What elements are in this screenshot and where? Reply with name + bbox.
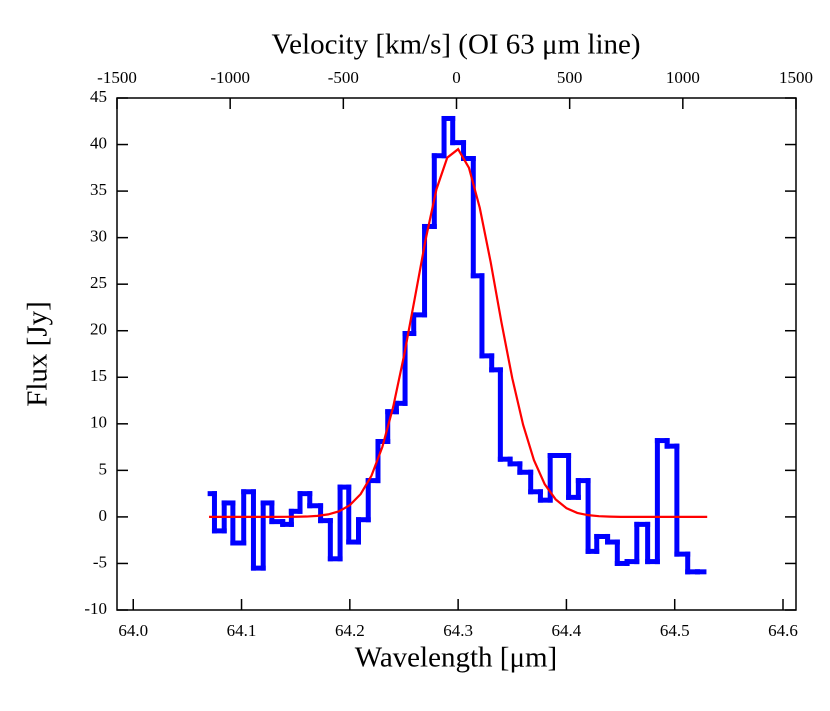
y-tick-label: 5 bbox=[99, 459, 108, 478]
top-axis-title: Velocity [km/s] (OI 63 μm line) bbox=[271, 29, 640, 61]
y-axis-title: Flux [Jy] bbox=[22, 301, 54, 407]
top-tick-label: 1000 bbox=[666, 68, 700, 87]
x-tick-label: 64.6 bbox=[768, 621, 798, 640]
y-tick-label: 0 bbox=[99, 506, 108, 525]
x-tick-label: 64.5 bbox=[660, 621, 690, 640]
top-tick-label: -1500 bbox=[97, 68, 137, 87]
x-axis-title: Wavelength [μm] bbox=[355, 642, 557, 674]
plot-frame bbox=[116, 97, 797, 611]
y-tick-label: 20 bbox=[90, 320, 107, 339]
y-tick-label: 45 bbox=[90, 87, 107, 106]
y-tick-label: -5 bbox=[93, 552, 107, 571]
top-tick-label: 1500 bbox=[779, 68, 813, 87]
y-tick-label: 35 bbox=[90, 180, 107, 199]
top-tick-label: -500 bbox=[328, 68, 359, 87]
y-tick-label: 15 bbox=[90, 366, 107, 385]
x-tick-label: 64.4 bbox=[552, 621, 582, 640]
top-tick-label: -1000 bbox=[210, 68, 250, 87]
fit-line bbox=[209, 147, 708, 519]
y-tick-label: 25 bbox=[90, 273, 107, 292]
y-tick-label: -10 bbox=[84, 599, 107, 618]
x-tick-label: 64.1 bbox=[227, 621, 257, 640]
y-tick-label: 30 bbox=[90, 227, 107, 246]
y-tick-label: 40 bbox=[90, 133, 107, 152]
top-tick-label: 0 bbox=[452, 68, 461, 87]
x-tick-label: 64.3 bbox=[443, 621, 473, 640]
y-tick-label: 10 bbox=[90, 413, 107, 432]
top-tick-label: 500 bbox=[557, 68, 583, 87]
x-tick-label: 64.0 bbox=[118, 621, 148, 640]
x-tick-label: 64.2 bbox=[335, 621, 365, 640]
